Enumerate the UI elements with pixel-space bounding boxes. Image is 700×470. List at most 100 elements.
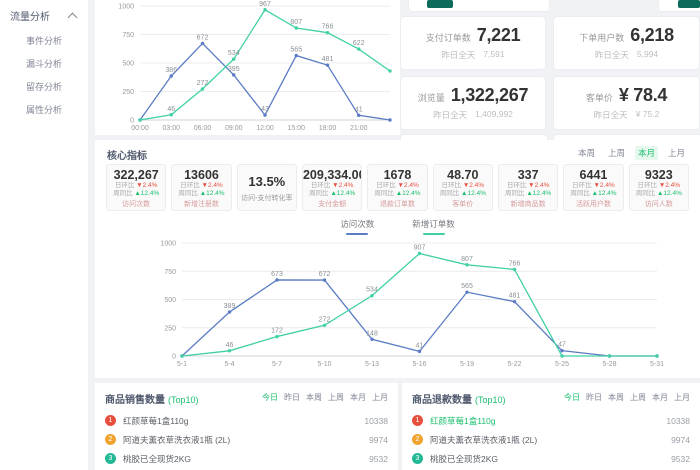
product-name: 桃胶已全现货2KG: [430, 453, 499, 464]
svg-text:1000: 1000: [118, 4, 134, 11]
list-item[interactable]: 2 阿道夫薰衣草洗衣液1瓶 (2L) 9974: [95, 430, 398, 449]
legend-marker: [422, 233, 445, 235]
legend-item[interactable]: 新增订单数: [412, 218, 455, 235]
svg-text:622: 622: [353, 40, 365, 47]
filter-本周[interactable]: 本周: [608, 393, 624, 402]
product-count: 9974: [671, 434, 690, 445]
metric-card[interactable]: 209,334.00 日环比 ▼2.4% 周同比 ▲12.4% 支付金额: [301, 164, 363, 211]
metric-label: 访问次数: [122, 201, 151, 208]
panel-top10-badge: (Top10): [168, 395, 199, 405]
stat-subline: 昨日全天 5,994: [595, 49, 658, 61]
metric-day-change: 日环比 ▼2.4%: [441, 182, 485, 189]
svg-text:534: 534: [366, 287, 378, 294]
svg-text:5-28: 5-28: [602, 361, 616, 368]
chart-legend: 访问次数 新增订单数: [95, 218, 700, 235]
metric-label: 活跃用户数: [575, 201, 611, 208]
filter-本周[interactable]: 本周: [577, 148, 595, 158]
sidebar-item[interactable]: 留存分析: [26, 82, 63, 92]
metric-day-change: 日环比 ▼2.4%: [180, 182, 223, 189]
metric-day-change: 日环比 ▼2.4%: [376, 182, 419, 189]
filter-上月[interactable]: 上月: [667, 148, 685, 158]
svg-text:18:00: 18:00: [319, 125, 337, 132]
stat-label: 浏览量: [417, 93, 445, 103]
product-name: 桃胶已全现货2KG: [123, 453, 192, 464]
stat-cards-area: 支付订单数 7,221 昨日全天 7,591 下单用户数 6,218 昨日全天 5,994 浏览…: [400, 0, 700, 146]
sidebar-item[interactable]: 漏斗分析: [26, 59, 63, 69]
clipped-button: [427, 0, 453, 8]
product-count: 10338: [666, 415, 690, 426]
svg-text:148: 148: [366, 330, 378, 337]
stat-sub-label: 昨日全天: [441, 50, 476, 60]
metric-value: 13.5%: [248, 174, 286, 189]
metric-card[interactable]: 13606 日环比 ▼2.4% 周同比 ▲12.4% 新增注册数: [171, 164, 232, 211]
metric-card[interactable]: 1678 日环比 ▼2.4% 周同比 ▲12.4% 退款订单数: [367, 164, 428, 211]
legend-item[interactable]: 访问次数: [340, 218, 374, 235]
filter-上周[interactable]: 上周: [630, 393, 646, 402]
sidebar-item[interactable]: 事件分析: [26, 36, 63, 46]
rank-badge: 3: [412, 453, 423, 464]
metric-card[interactable]: 13.5% 访问-支付转化率: [236, 164, 297, 211]
svg-text:766: 766: [509, 260, 521, 267]
daily-line-chart[interactable]: 0 250 500 750 1000 5-1 5-4 5-7 5-10 5-13 5-16 5-19 5…: [105, 235, 690, 375]
filter-本月[interactable]: 本月: [652, 393, 668, 402]
filter-上周[interactable]: 上周: [328, 393, 344, 402]
metric-label: 退款订单数: [379, 201, 415, 208]
filter-今日[interactable]: 今日: [262, 393, 278, 402]
svg-text:172: 172: [271, 328, 283, 335]
svg-text:807: 807: [290, 19, 302, 26]
filter-今日[interactable]: 今日: [564, 393, 580, 402]
metric-card[interactable]: 322,267 日环比 ▼2.4% 周同比 ▲12.4% 访问次数: [106, 164, 167, 211]
filter-上月[interactable]: 上月: [674, 393, 690, 402]
hourly-line-chart[interactable]: 0 250 500 750 1000 00:00 03:00 06:00 09:00 12:00 1…: [95, 0, 400, 135]
svg-text:46: 46: [226, 342, 234, 349]
list-item[interactable]: 1 红颜草莓1盒110g 10338: [402, 411, 700, 430]
stat-card-main: 客单价 ¥ 78.4: [586, 85, 668, 106]
filter-本周[interactable]: 本周: [306, 393, 322, 402]
svg-text:21:00: 21:00: [350, 125, 368, 132]
legend-label: 新增订单数: [412, 219, 455, 229]
svg-text:389: 389: [224, 303, 236, 310]
metric-label: 客单价: [452, 201, 474, 208]
svg-text:5-7: 5-7: [272, 361, 282, 368]
rank-badge: 1: [412, 415, 423, 426]
svg-text:481: 481: [509, 293, 521, 300]
sidebar-item[interactable]: 属性分析: [26, 105, 63, 115]
metric-week-change: 周同比 ▲12.4%: [178, 190, 225, 197]
metric-value: 322,267: [113, 168, 159, 182]
filter-上月[interactable]: 上月: [372, 393, 388, 402]
filter-上周[interactable]: 上周: [607, 148, 625, 158]
metric-card[interactable]: 6441 日环比 ▼2.4% 周同比 ▲12.4% 活跃用户数: [563, 164, 624, 211]
svg-text:534: 534: [228, 50, 240, 57]
sidebar-group-traffic[interactable]: 流量分析: [0, 0, 88, 29]
panel-title: 商品退款数量: [412, 395, 472, 406]
metric-card[interactable]: 48.70 日环比 ▼2.4% 周同比 ▲12.4% 客单价: [432, 164, 493, 211]
product-count: 9974: [369, 434, 388, 445]
stat-subline: 昨日全天 1,409,992: [433, 109, 513, 121]
filter-本月[interactable]: 本月: [350, 393, 366, 402]
svg-text:06:00: 06:00: [194, 125, 212, 132]
panel-filter-group: 今日 昨日 本周 上周 本月 上月: [262, 392, 388, 403]
clipped-button: [678, 0, 700, 8]
metric-value: 48.70: [447, 168, 479, 182]
stat-card: 客单价 ¥ 78.4 昨日全天 ¥ 75.2: [553, 76, 700, 130]
list-item[interactable]: 3 桃胶已全现货2KG 9532: [402, 449, 700, 468]
metric-card[interactable]: 9323 日环比 ▼2.4% 周同比 ▲12.4% 访问人数: [628, 164, 689, 211]
svg-text:272: 272: [197, 80, 209, 87]
svg-text:250: 250: [164, 325, 176, 332]
metric-week-change: 周同比 ▲12.4%: [505, 190, 552, 197]
filter-本月[interactable]: 本月: [634, 146, 658, 160]
metric-week-change: 周同比 ▲12.4%: [570, 190, 617, 197]
svg-text:5-10: 5-10: [317, 361, 331, 368]
stat-card: 下单用户数 6,218 昨日全天 5,994: [553, 16, 700, 70]
stat-label: 支付订单数: [425, 33, 471, 43]
section-title: 核心指标: [107, 151, 147, 162]
rank-badge: 2: [412, 434, 423, 445]
list-item[interactable]: 1 红颜草莓1盒110g 10338: [95, 411, 398, 430]
chevron-up-icon: [67, 12, 78, 22]
metric-card[interactable]: 337 日环比 ▼2.4% 周同比 ▲12.4% 新增商品数: [497, 164, 559, 211]
list-item[interactable]: 2 阿道夫薰衣草洗衣液1瓶 (2L) 9974: [402, 430, 700, 449]
svg-text:1000: 1000: [160, 241, 176, 248]
filter-昨日[interactable]: 昨日: [284, 393, 300, 402]
list-item[interactable]: 3 桃胶已全现货2KG 9532: [95, 449, 398, 468]
filter-昨日[interactable]: 昨日: [586, 393, 602, 402]
